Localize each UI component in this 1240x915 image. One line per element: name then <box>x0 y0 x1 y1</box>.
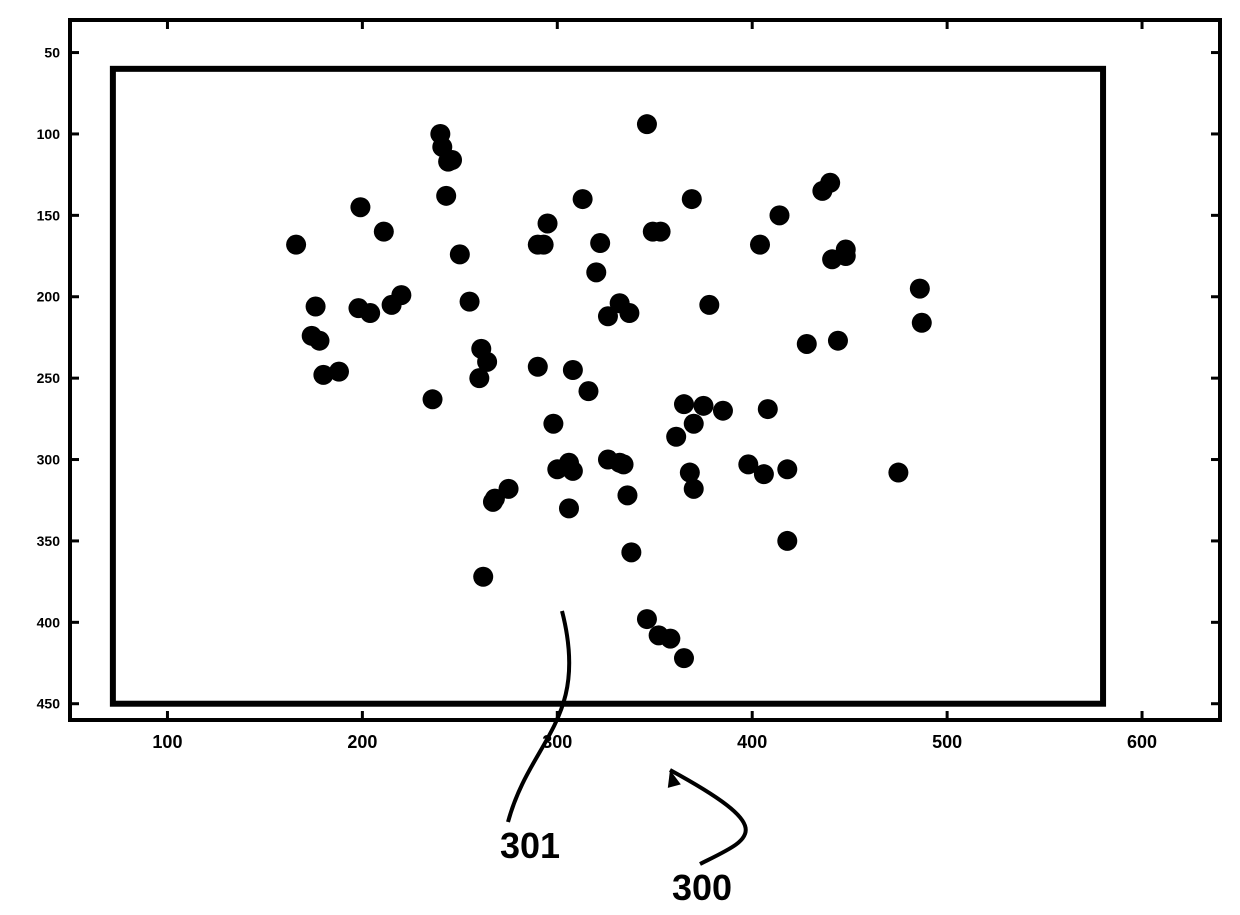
data-point <box>674 394 694 414</box>
data-point <box>423 389 443 409</box>
data-point <box>684 414 704 434</box>
y-tick-label: 100 <box>37 126 61 142</box>
data-point <box>621 542 641 562</box>
scatter-figure: 100 200 300 400 500 600 50 100 150 200 250 300 350 40… <box>0 0 1240 915</box>
data-point <box>769 205 789 225</box>
data-point <box>586 262 606 282</box>
data-point <box>563 461 583 481</box>
data-point <box>713 401 733 421</box>
data-point <box>391 285 411 305</box>
y-tick-label: 350 <box>37 533 61 549</box>
data-point <box>477 352 497 372</box>
x-tick-label: 100 <box>152 732 182 752</box>
x-tick-label: 500 <box>932 732 962 752</box>
data-point <box>534 235 554 255</box>
data-point <box>614 454 634 474</box>
data-point <box>309 331 329 351</box>
data-point <box>888 463 908 483</box>
data-point <box>590 233 610 253</box>
x-tick-label: 400 <box>737 732 767 752</box>
data-point <box>499 479 519 499</box>
x-tick-label: 200 <box>347 732 377 752</box>
data-point <box>684 479 704 499</box>
y-tick-label: 300 <box>37 452 61 468</box>
data-point <box>777 459 797 479</box>
data-point <box>436 186 456 206</box>
data-point <box>637 609 657 629</box>
callout-label: 301 <box>500 825 560 866</box>
y-tick-label: 200 <box>37 289 61 305</box>
data-point <box>350 197 370 217</box>
data-point <box>758 399 778 419</box>
data-point <box>610 293 630 313</box>
data-point <box>617 485 637 505</box>
data-point <box>777 531 797 551</box>
data-point <box>306 297 326 317</box>
data-point <box>836 240 856 260</box>
y-tick-label: 400 <box>37 614 61 630</box>
data-point <box>578 381 598 401</box>
data-point <box>828 331 848 351</box>
data-point <box>699 295 719 315</box>
data-point <box>573 189 593 209</box>
data-point <box>682 189 702 209</box>
data-point <box>651 222 671 242</box>
data-point <box>329 362 349 382</box>
data-point <box>797 334 817 354</box>
data-point <box>360 303 380 323</box>
data-point <box>637 114 657 134</box>
data-point <box>563 360 583 380</box>
data-point <box>286 235 306 255</box>
callout-label: 300 <box>672 867 732 908</box>
data-point <box>543 414 563 434</box>
data-point <box>693 396 713 416</box>
data-point <box>442 150 462 170</box>
data-point <box>538 213 558 233</box>
data-point <box>912 313 932 333</box>
data-point <box>460 292 480 312</box>
y-tick-label: 450 <box>37 696 61 712</box>
x-tick-label: 600 <box>1127 732 1157 752</box>
y-tick-label: 50 <box>44 45 60 61</box>
figure-root: 100 200 300 400 500 600 50 100 150 200 250 300 350 40… <box>0 0 1240 915</box>
data-point <box>820 173 840 193</box>
y-tick-label: 250 <box>37 370 61 386</box>
data-point <box>750 235 770 255</box>
data-point <box>559 498 579 518</box>
data-point <box>450 244 470 264</box>
y-tick-label: 150 <box>37 207 61 223</box>
data-point <box>754 464 774 484</box>
data-point <box>666 427 686 447</box>
data-point <box>910 279 930 299</box>
data-point <box>660 629 680 649</box>
callout-leader <box>670 770 746 864</box>
data-point <box>674 648 694 668</box>
data-point <box>473 567 493 587</box>
data-point <box>528 357 548 377</box>
data-point <box>374 222 394 242</box>
